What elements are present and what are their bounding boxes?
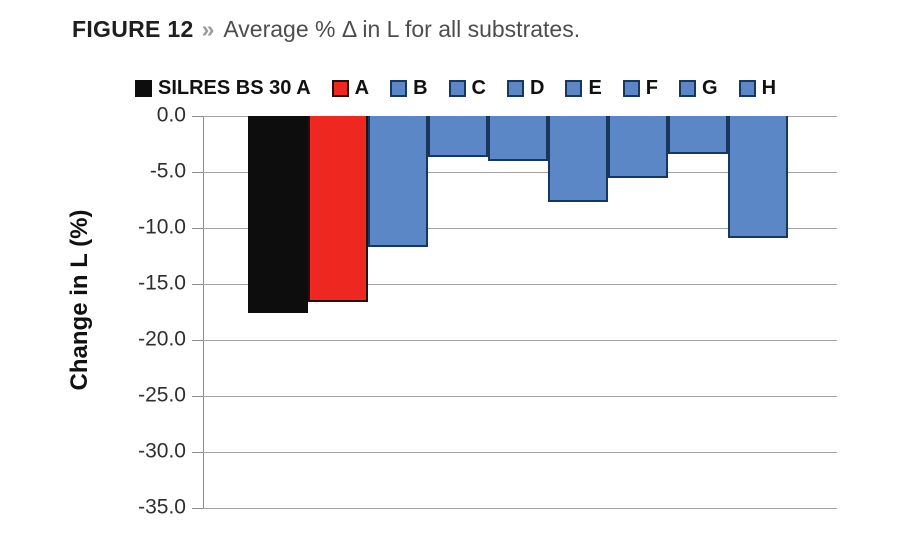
legend-item-g: G [679,77,718,100]
y-tick-mark [192,228,203,229]
legend-item-d: D [507,77,544,100]
chart-legend: SILRES BS 30 A A B C D E F G H [135,77,776,99]
y-tick-label: -5.0 [149,159,186,183]
legend-swatch-icon [135,79,152,97]
y-tick-label: -15.0 [138,271,186,295]
bar-g [668,116,728,154]
legend-label: A [354,76,370,99]
legend-item-f: F [622,76,659,100]
y-tick-mark [192,284,203,285]
legend-label: C [471,76,486,99]
legend-swatch-icon [507,79,524,97]
legend-label: E [588,76,602,99]
y-tick-label: -20.0 [138,327,186,351]
y-axis-title: Change in L (%) [66,209,93,391]
y-tick-mark [192,172,203,173]
legend-item-h: H [738,76,777,100]
y-tick-mark [192,116,203,117]
y-tick-label: 0.0 [156,103,186,127]
y-tick-mark [192,340,203,341]
legend-swatch-icon [565,79,583,97]
bar-h [728,116,788,238]
legend-swatch-icon [390,79,408,97]
legend-item-b: B [390,76,428,100]
legend-label: G [702,76,718,99]
legend-item-e: E [565,76,602,100]
bars-group [248,116,788,313]
y-tick-mark [192,396,203,397]
legend-item-a: A [331,76,370,100]
gridline [203,172,837,173]
y-tick-label: -10.0 [138,215,186,239]
gridline [203,284,837,285]
legend-swatch-icon [738,79,756,97]
legend-label: SILRES BS 30 A [158,76,311,99]
legend-swatch-icon [622,79,640,97]
legend-swatch-icon [331,79,349,97]
bar-c [428,116,488,157]
y-tick-label: -30.0 [138,439,186,463]
gridline [203,452,837,453]
figure-label: FIGURE 12 [72,16,194,42]
y-axis-line [203,116,204,508]
legend-label: B [413,76,428,99]
y-tick-mark [192,508,203,509]
bar-f [608,116,668,178]
chart-plot-area: 0.0 -5.0 -10.0 -15.0 -20.0 -25.0 -30.0 -35.0 [138,104,837,519]
legend-item-silres-bs-30-a: SILRES BS 30 A [135,77,311,100]
bar-e [548,116,608,202]
legend-swatch-icon [679,79,697,97]
gridline [203,340,837,341]
figure-subtitle: Average % Δ in L for all substrates. [223,16,581,42]
bar-b [368,116,428,247]
bar-a [308,116,368,302]
y-tick-label: -25.0 [138,383,186,407]
legend-label: H [761,76,777,99]
legend-swatch-icon [448,79,466,97]
gridline [203,396,837,397]
bar-silres-bs-30-a [248,116,308,313]
bar-d [488,116,548,161]
gridline [203,508,837,509]
figure-title: FIGURE 12 » Average % Δ in L for all subst… [72,16,580,43]
y-tick-label: -35.0 [138,495,186,519]
legend-label: F [645,76,659,99]
y-tick-mark [192,452,203,453]
chevron-separator-icon: » [201,16,215,42]
legend-item-c: C [448,76,486,100]
legend-label: D [530,76,545,99]
gridline [203,228,837,229]
